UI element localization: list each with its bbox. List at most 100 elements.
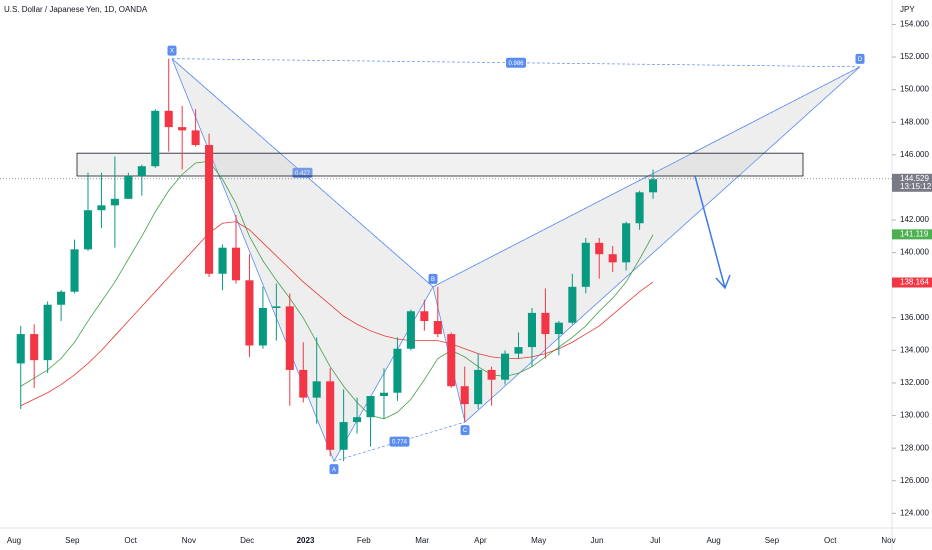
candle-body [487, 369, 496, 380]
candle-body [97, 205, 106, 211]
candle-body [554, 322, 563, 335]
candle-body [595, 242, 604, 255]
ratio-label: 0.774 [392, 440, 408, 446]
candle-body [326, 381, 335, 450]
candle-body [608, 254, 617, 263]
point-badge [167, 45, 177, 56]
point-label: D [858, 57, 863, 63]
candle-body [272, 306, 281, 308]
countdown: 13:15:12 [900, 182, 932, 191]
price-tag-label: 144.529 [900, 174, 929, 183]
x-tick-label: Jul [650, 536, 660, 545]
ratio-badge [292, 167, 313, 178]
y-tick-label: 152.000 [900, 52, 929, 61]
x-tick-label: Apr [474, 536, 487, 545]
candle-body [43, 304, 52, 361]
ratio-badge [506, 57, 526, 68]
candle-body [406, 311, 415, 349]
pattern-ac [333, 421, 466, 462]
y-tick-label: 140.000 [900, 248, 929, 257]
y-tick-label: 132.000 [900, 378, 929, 387]
x-tick-label: May [531, 536, 546, 545]
candle-body [420, 311, 429, 322]
x-tick-label: Aug [7, 536, 21, 545]
candle-body [514, 347, 523, 354]
point-label: A [332, 467, 336, 473]
candle-body [527, 312, 537, 348]
x-tick-label: Oct [124, 536, 137, 545]
y-tick-label: 124.000 [900, 508, 929, 517]
candle-body [137, 166, 146, 176]
candle-body [16, 334, 25, 364]
point-label: B [431, 277, 435, 283]
candle-body [258, 308, 267, 346]
x-tick-label: Sep [65, 536, 80, 545]
x-tick-label: 2023 [297, 536, 315, 545]
x-tick-label: Aug [706, 536, 720, 545]
resistance-zone [76, 152, 804, 177]
candle-body [164, 110, 173, 128]
moving-average [20, 221, 654, 407]
candle-body [57, 291, 66, 305]
candle-body [379, 392, 389, 396]
ratio-label: 0.986 [508, 61, 524, 67]
y-tick-label: 128.000 [900, 443, 929, 452]
pattern-xb [171, 58, 434, 288]
candle-body [353, 417, 362, 423]
candle-body [474, 369, 483, 405]
currency: JPY [900, 5, 915, 14]
candle-body [110, 198, 119, 206]
y-tick-label: 146.000 [900, 150, 929, 159]
y-tick-label: 150.000 [900, 85, 929, 94]
candle-body [568, 286, 577, 323]
candle-body [447, 334, 456, 387]
candle-body [151, 110, 160, 167]
x-tick-label: Feb [357, 536, 371, 545]
y-tick-label: 130.000 [900, 411, 929, 420]
x-tick-label: Oct [824, 536, 837, 545]
point-badge [855, 53, 865, 64]
point-badge [329, 464, 339, 475]
candle-body [124, 176, 133, 199]
ratio-badge [389, 436, 410, 447]
candle-body [30, 334, 39, 361]
x-tick-label: Nov [881, 536, 895, 545]
moving-average [20, 160, 654, 420]
candle-body [191, 130, 200, 146]
candle-body [581, 242, 590, 287]
price-tag [892, 229, 932, 240]
pattern-bd [432, 66, 861, 288]
x-tick-label: Dec [240, 536, 254, 545]
price-tag-label: 141.119 [900, 229, 929, 238]
x-tick-label: Mar [415, 536, 429, 545]
candle-body [70, 249, 79, 292]
candle-body [339, 422, 348, 450]
candle-body [218, 247, 227, 274]
x-tick-label: Nov [182, 536, 196, 545]
price-tag [892, 173, 932, 192]
ratio-label: 0.427 [295, 171, 311, 177]
candle-body [299, 369, 308, 398]
x-tick-label: Sep [765, 536, 780, 545]
candle-body [245, 280, 254, 346]
y-tick-label: 154.000 [900, 20, 929, 29]
point-label: X [170, 49, 174, 55]
y-tick-label: 134.000 [900, 345, 929, 354]
candle-body [285, 306, 294, 370]
candle-body [205, 145, 214, 274]
candle-body [178, 127, 187, 131]
candle-body [83, 210, 93, 250]
point-badge [428, 273, 438, 284]
point-badge [460, 425, 470, 436]
candle-body [366, 396, 375, 418]
point-label: C [463, 428, 468, 434]
chart-title: U.S. Dollar / Japanese Yen, 1D, OANDA [4, 5, 148, 14]
y-tick-label: 126.000 [900, 476, 929, 485]
price-tag [892, 277, 932, 288]
candle-body [501, 353, 510, 380]
candle-body [433, 321, 442, 335]
candle-body [460, 386, 469, 405]
candle-body [541, 312, 550, 335]
y-tick-label: 148.000 [900, 117, 929, 126]
